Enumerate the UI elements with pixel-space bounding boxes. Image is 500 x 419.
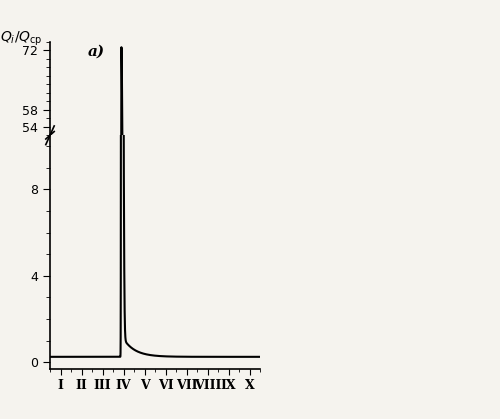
Text: $Q_i/Q_\mathrm{cp}$: $Q_i/Q_\mathrm{cp}$ xyxy=(0,29,42,48)
Text: a): a) xyxy=(88,45,105,59)
